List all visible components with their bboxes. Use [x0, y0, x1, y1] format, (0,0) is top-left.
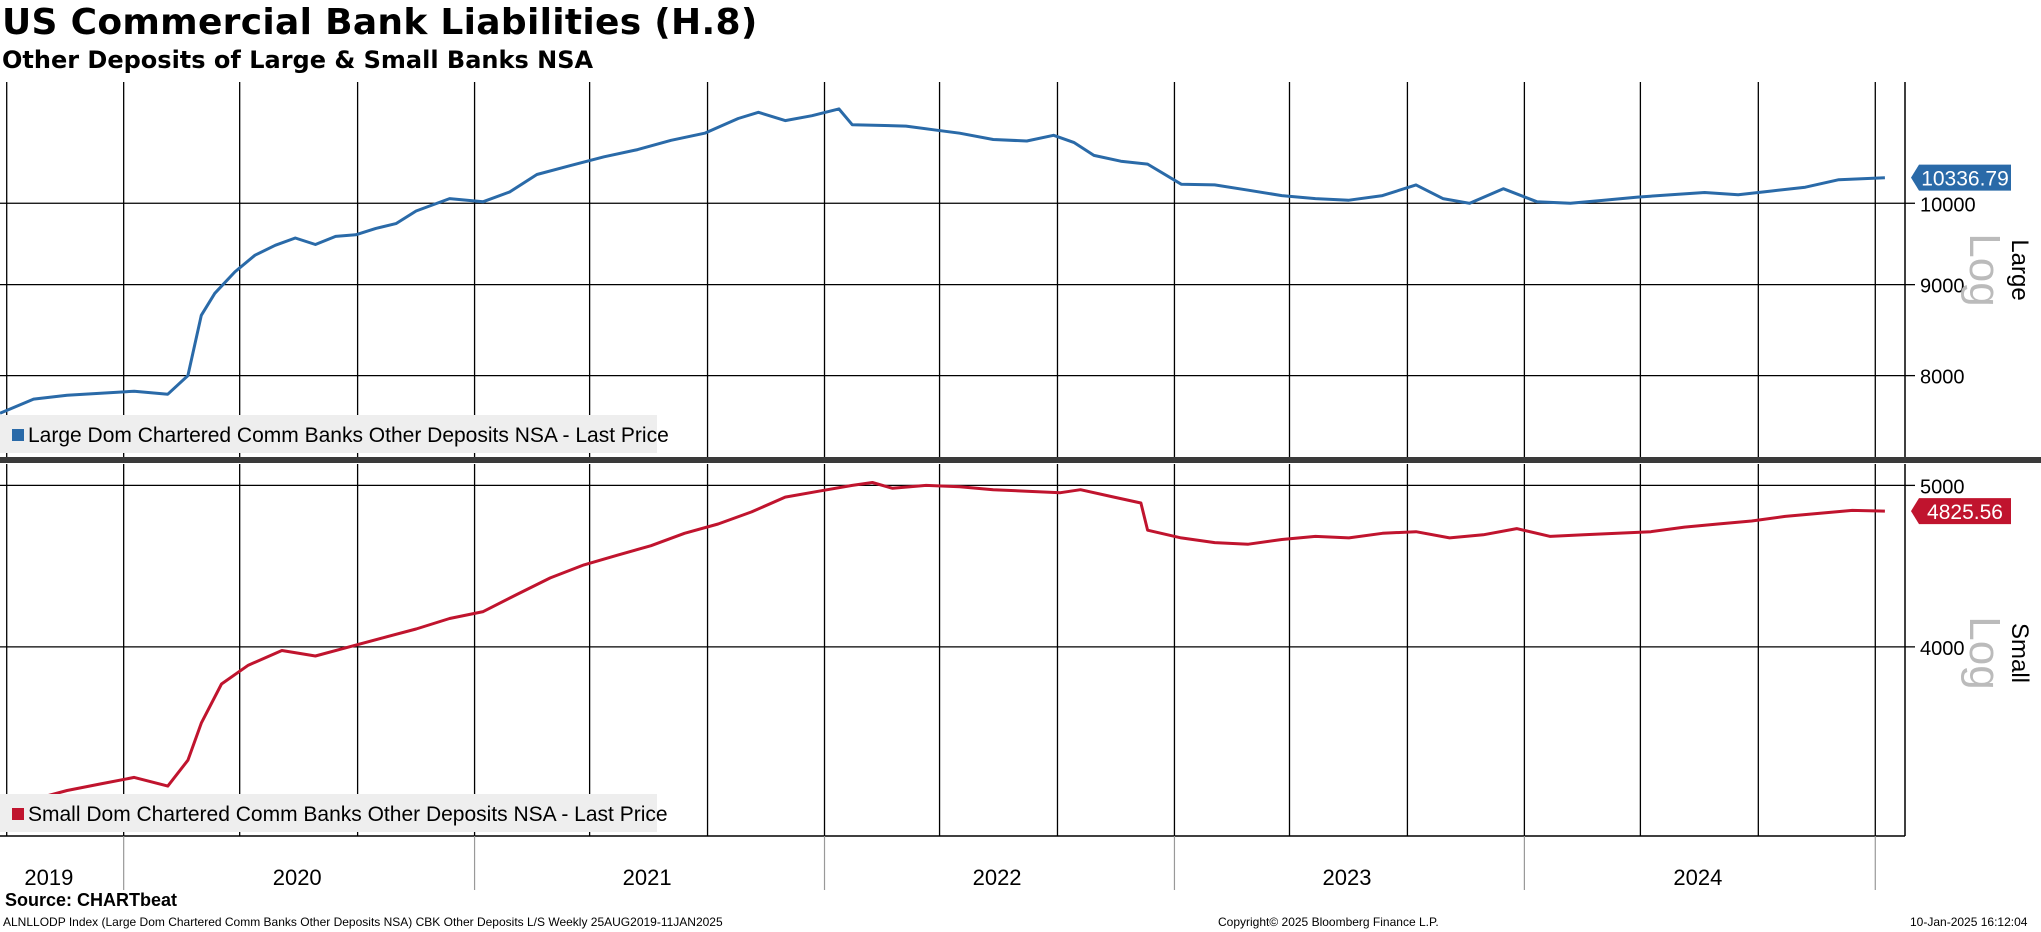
x-tick-label: 2020	[273, 865, 322, 890]
legend-label-large: Large Dom Chartered Comm Banks Other Dep…	[28, 424, 669, 447]
y-tick-label-small: 5000	[1920, 476, 1965, 498]
chart-subtitle: Other Deposits of Large & Small Banks NS…	[2, 46, 594, 74]
x-tick-label: 2019	[24, 865, 73, 890]
x-tick-label: 2022	[973, 865, 1022, 890]
last-value-label-small: 4825.56	[1927, 501, 2003, 524]
series-layer	[0, 107, 1885, 810]
last-value-badge-small	[1911, 498, 2011, 525]
legend-box-small	[0, 794, 657, 832]
panel-separator	[0, 457, 2041, 463]
source-note: Source: CHARTbeat	[5, 890, 178, 910]
footer-info: ALNLLODP Index (Large Dom Chartered Comm…	[3, 915, 723, 929]
footer-timestamp: 10-Jan-2025 16:12:04	[1910, 915, 2028, 929]
y-tick-label-large: 9000	[1920, 276, 1965, 298]
legend-label-small: Small Dom Chartered Comm Banks Other Dep…	[28, 803, 668, 826]
last-value-label-large: 10336.79	[1921, 168, 2009, 191]
y-tick-label-small: 4000	[1920, 638, 1965, 660]
footer-copyright: Copyright© 2025 Bloomberg Finance L.P.	[1218, 915, 1439, 929]
y-tick-label-large: 10000	[1920, 194, 1976, 216]
x-tick-label: 2023	[1323, 865, 1372, 890]
log-scale-label-small: Log	[1960, 616, 2009, 689]
grid-layer	[0, 82, 2041, 890]
y-tick-label-large: 8000	[1920, 367, 1965, 389]
series-line-large	[0, 107, 1885, 415]
x-tick-label: 2024	[1673, 865, 1722, 890]
series-line-small	[0, 481, 1885, 810]
x-tick-label: 2021	[623, 865, 672, 890]
legend-box-large	[0, 415, 657, 453]
legend-swatch-small	[12, 808, 24, 820]
chart-title: US Commercial Bank Liabilities (H.8)	[2, 2, 758, 43]
panel-label-large: Large	[2006, 239, 2033, 300]
panel-label-small: Small	[2006, 623, 2033, 683]
legend-swatch-large	[12, 429, 24, 441]
last-value-badge-large	[1911, 164, 2011, 191]
log-scale-label-large: Log	[1960, 233, 2009, 306]
